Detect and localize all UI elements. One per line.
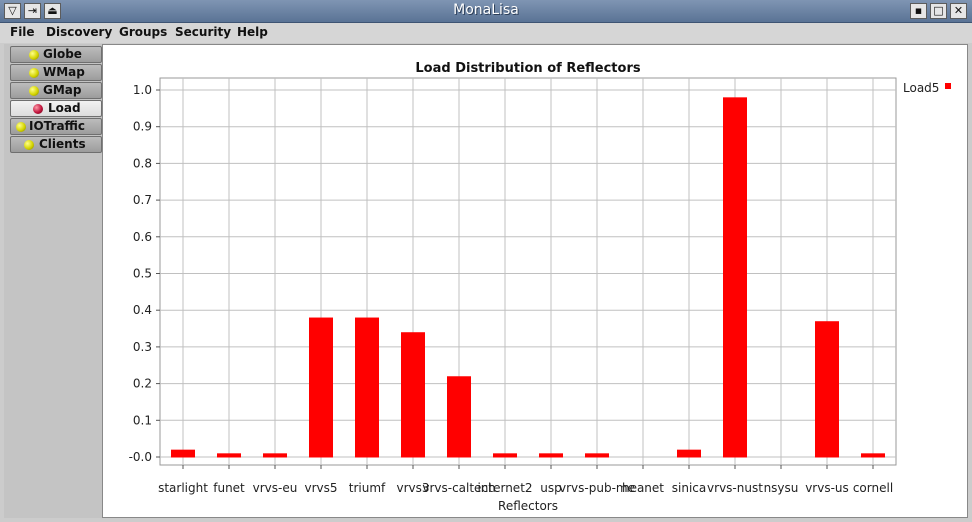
tab-label: IOTraffic bbox=[29, 119, 86, 133]
minimize-icon[interactable]: ▪ bbox=[910, 3, 927, 19]
y-tick-label: 1.0 bbox=[133, 83, 152, 97]
x-tick-label: vrvs-us bbox=[805, 481, 849, 495]
bar bbox=[263, 453, 287, 458]
title-bar: ▽ ⇥ ⏏ MonaLisa ▪ □ ✕ bbox=[0, 0, 972, 23]
status-dot-icon bbox=[16, 122, 26, 132]
x-tick-label: nsysu bbox=[764, 481, 799, 495]
y-tick-label: 0.4 bbox=[133, 303, 152, 317]
status-dot-icon bbox=[33, 104, 43, 114]
window-menu-icon[interactable]: ▽ bbox=[4, 3, 21, 19]
y-tick-label: 0.2 bbox=[133, 377, 152, 391]
x-tick-label: vrvs-eu bbox=[253, 481, 298, 495]
y-tick-label: 0.5 bbox=[133, 267, 152, 281]
bar bbox=[401, 332, 425, 458]
status-dot-icon bbox=[29, 50, 39, 60]
shade-icon[interactable]: ⇥ bbox=[24, 3, 41, 19]
status-dot-icon bbox=[24, 140, 34, 150]
menu-bar: File Discovery Groups Security Help bbox=[0, 23, 972, 43]
x-tick-label: heanet bbox=[622, 481, 664, 495]
x-tick-label: triumf bbox=[349, 481, 386, 495]
y-tick-label: 0.3 bbox=[133, 340, 152, 354]
y-tick-label: 0.6 bbox=[133, 230, 152, 244]
tab-iotraffic[interactable]: IOTraffic bbox=[10, 118, 102, 135]
chart-title: Load Distribution of Reflectors bbox=[415, 61, 640, 76]
x-tick-label: vrvs-nust bbox=[707, 481, 763, 495]
y-tick-label: 0.8 bbox=[133, 156, 152, 170]
x-tick-label: cornell bbox=[853, 481, 893, 495]
eject-icon[interactable]: ⏏ bbox=[44, 3, 61, 19]
legend-label: Load5 bbox=[903, 81, 939, 95]
x-tick-label: internet2 bbox=[477, 481, 532, 495]
x-tick-label: vrvs5 bbox=[304, 481, 337, 495]
menu-file[interactable]: File bbox=[10, 25, 35, 39]
plot-area bbox=[159, 77, 897, 466]
bar bbox=[861, 453, 885, 458]
tab-label: WMap bbox=[43, 65, 85, 79]
status-dot-icon bbox=[29, 86, 39, 96]
window-title: MonaLisa bbox=[453, 2, 519, 18]
bar bbox=[355, 317, 379, 458]
y-tick-label: 0.1 bbox=[133, 413, 152, 427]
menu-discovery[interactable]: Discovery bbox=[46, 25, 113, 39]
maximize-icon[interactable]: □ bbox=[930, 3, 947, 19]
bar bbox=[309, 317, 333, 458]
tab-clients[interactable]: Clients bbox=[10, 136, 102, 153]
bar bbox=[677, 449, 701, 458]
close-icon[interactable]: ✕ bbox=[950, 3, 967, 19]
load-bar-chart: -0.0 0.1 0.2 0.3 0.4 0.5 0.6 0.7 0.8 0.9 1.0 starli… bbox=[129, 61, 951, 513]
tab-wmap[interactable]: WMap bbox=[10, 64, 102, 81]
menu-security[interactable]: Security bbox=[175, 25, 232, 39]
tab-load[interactable]: Load bbox=[10, 100, 102, 117]
view-sidebar: Globe WMap GMap Load IOTraffic Clients bbox=[4, 44, 102, 518]
tab-globe[interactable]: Globe bbox=[10, 46, 102, 63]
bar bbox=[815, 321, 839, 458]
x-tick-label: starlight bbox=[158, 481, 208, 495]
menu-help[interactable]: Help bbox=[237, 25, 268, 39]
x-axis-label: Reflectors bbox=[498, 499, 558, 513]
x-tick-label: usp bbox=[540, 481, 561, 495]
status-dot-icon bbox=[29, 68, 39, 78]
tab-label: GMap bbox=[43, 83, 82, 97]
chart-panel: -0.0 0.1 0.2 0.3 0.4 0.5 0.6 0.7 0.8 0.9 1.0 starli… bbox=[102, 44, 968, 518]
y-tick-label: 0.7 bbox=[133, 193, 152, 207]
x-tick-label: vrvs3 bbox=[396, 481, 429, 495]
bar bbox=[493, 453, 517, 458]
bar bbox=[585, 453, 609, 458]
menu-groups[interactable]: Groups bbox=[119, 25, 168, 39]
y-tick-label: -0.0 bbox=[129, 450, 152, 464]
y-tick-label: 0.9 bbox=[133, 120, 152, 134]
bar bbox=[539, 453, 563, 458]
bar bbox=[171, 449, 195, 458]
tab-label: Globe bbox=[43, 47, 82, 61]
x-tick-label: vrvs-pub-me bbox=[559, 481, 635, 495]
tab-gmap[interactable]: GMap bbox=[10, 82, 102, 99]
x-tick-label: vrvs-caltech bbox=[422, 481, 495, 495]
x-tick-label: funet bbox=[213, 481, 245, 495]
tab-label: Clients bbox=[39, 137, 86, 151]
bar bbox=[723, 97, 747, 458]
legend-swatch bbox=[945, 83, 951, 89]
bar bbox=[447, 376, 471, 458]
tab-label: Load bbox=[48, 101, 81, 115]
bar bbox=[217, 453, 241, 458]
x-tick-label: sinica bbox=[672, 481, 706, 495]
